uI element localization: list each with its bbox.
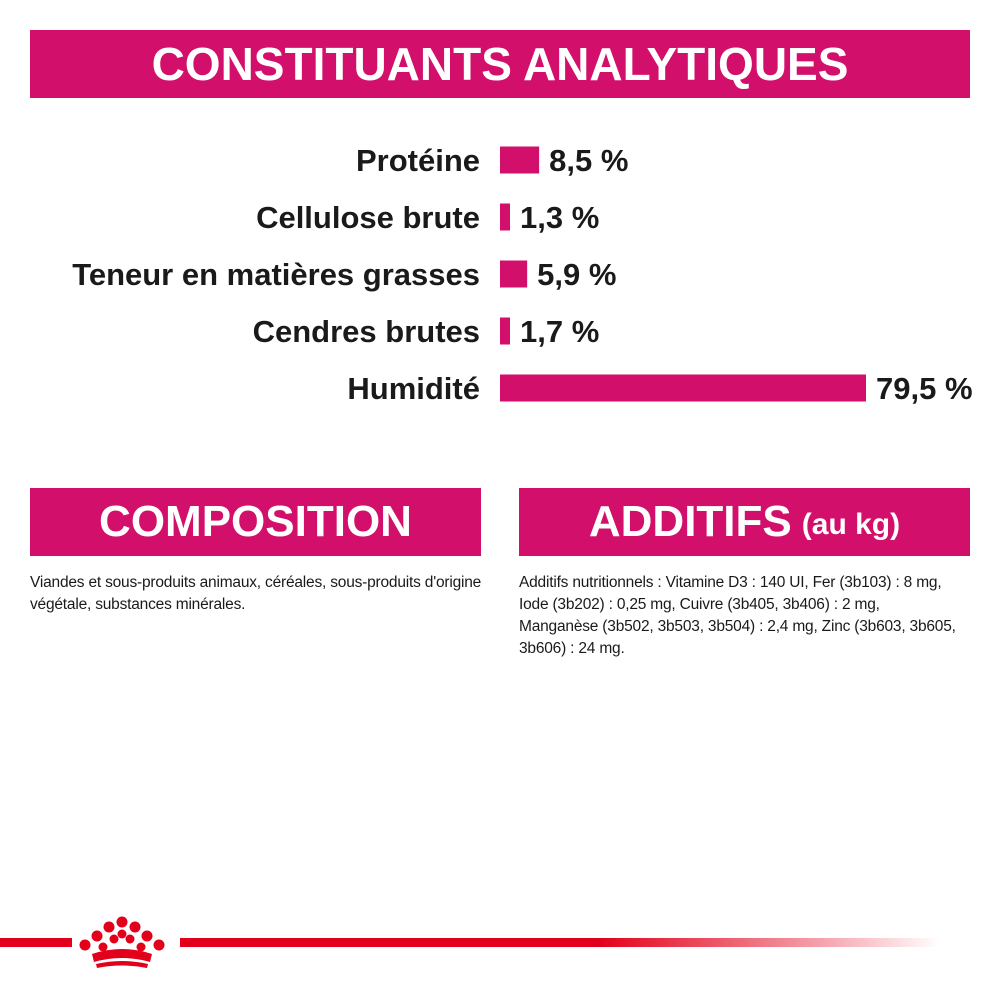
bar [500,260,528,288]
additifs-header: ADDITIFS (au kg) [519,488,970,556]
category-label: Cendres brutes [253,314,480,349]
bar [500,374,866,402]
additifs-title: ADDITIFS [588,497,792,546]
bar [500,203,510,231]
category-label: Teneur en matières grasses [72,257,480,292]
footer-line-left [0,938,72,947]
value-label: 5,9 % [537,257,616,292]
analytique-bar-chart: Protéine 8,5 % Cellulose brute 1,3 % Teneur … [72,143,973,406]
value-label: 8,5 % [549,143,628,178]
composition-title: COMPOSITION [99,497,412,546]
category-label: Cellulose brute [256,200,480,235]
value-label: 1,3 % [520,200,599,235]
crown-icon [79,916,165,968]
value-label: 1,7 % [520,314,599,349]
category-label: Humidité [347,371,480,406]
composition-header: COMPOSITION [30,488,481,556]
footer-line-right [180,938,940,947]
value-label: 79,5 % [876,371,973,406]
category-label: Protéine [356,143,480,178]
additifs-text: Additifs nutritionnels : Vitamine D3 : 1… [519,574,956,657]
bar [500,146,540,174]
composition-text: Viandes et sous-produits animaux, céréal… [30,574,482,613]
analytique-header: CONSTITUANTS ANALYTIQUES [30,30,970,98]
bar [500,317,510,345]
analytique-title: CONSTITUANTS ANALYTIQUES [151,38,849,90]
additifs-title-suffix: (au kg) [801,508,901,541]
